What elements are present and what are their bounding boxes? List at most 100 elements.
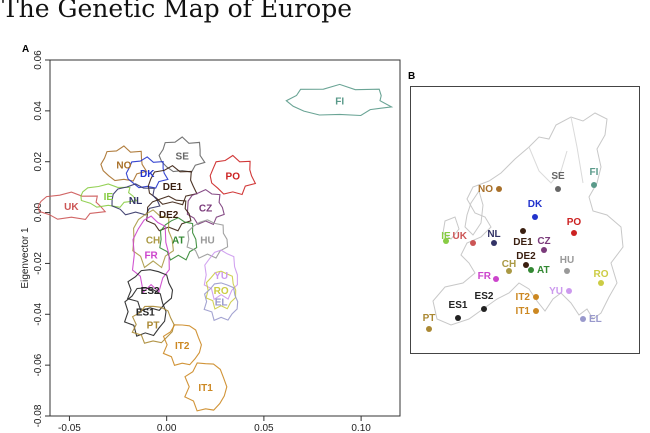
population-outline-pt [131,305,175,344]
population-label-no: NO [116,160,131,171]
map-label-no: NO [478,184,493,195]
x-tick-label: -0.05 [58,423,81,433]
map-label-ro: RO [594,269,609,280]
population-outline-es1 [123,287,167,337]
map-label-se: SE [551,171,565,182]
map-point-cz [541,247,547,253]
population-label-es1: ES1 [136,308,155,319]
map-point-fr [493,276,499,282]
map-point-it2 [533,294,539,300]
population-outline-hu [186,219,229,259]
population-outline-se [158,136,206,173]
figure-title: The Genetic Map of Europe [2,0,353,23]
population-label-ro: RO [214,286,229,297]
population-outline-ie [80,183,138,208]
population-label-dk: DK [140,169,155,180]
population-outline-uk [37,191,107,220]
map-point-de1 [520,228,526,234]
scandinavia-interior [528,116,584,184]
population-label-po: PO [226,172,241,183]
map-label-yu: YU [549,286,563,297]
map-label-de1: DE1 [513,237,533,248]
map-label-fr: FR [478,271,492,282]
map-label-nl: NL [487,229,500,240]
pca-scatter-plot: -0.05 0.00 0.05 0.10 -0.08 -0.06 -0.04 -0.02 0.0… [20,50,401,433]
y-tick-label: 0.00 [33,202,44,222]
map-point-at [528,267,534,273]
map-point-no [496,186,502,192]
population-label-pt: PT [147,320,160,331]
map-label-at: AT [537,265,550,276]
population-outline-yu [203,249,238,301]
map-label-de2: DE2 [516,251,536,262]
map-label-it1: IT1 [516,306,531,317]
map-point-nl [491,240,497,246]
map-label-es2: ES2 [475,291,494,302]
map-point-ie [443,238,449,244]
y-tick-label: -0.06 [33,353,44,376]
map-label-hu: HU [560,255,574,266]
population-label-es2: ES2 [141,286,160,297]
panel-b-label: B [408,71,416,82]
population-label-fi: FI [335,97,344,108]
map-point-ro [598,280,604,286]
population-outline-el [203,282,239,322]
plot-frame [49,59,401,417]
population-label-fr: FR [144,251,158,262]
population-outline-de1 [147,165,198,206]
population-label-it1: IT1 [198,383,213,394]
y-tick-label: 0.02 [33,152,44,172]
map-point-ch [506,268,512,274]
panel-a-label: A [22,44,30,55]
y-axis-label: Eigenvector 1 [20,227,31,289]
y-tick-label: 0.04 [33,101,44,121]
map-point-el [580,316,586,322]
map-label-es1: ES1 [449,300,468,311]
map-label-fi: FI [590,167,599,178]
population-label-el: EL [215,298,228,309]
population-label-de1: DE1 [163,182,183,193]
map-point-uk [470,240,476,246]
map-label-el: EL [589,314,602,325]
map-label-dk: DK [528,199,543,210]
population-outline-ro [205,270,237,310]
map-point-hu [564,268,570,274]
population-label-yu: YU [214,271,228,282]
x-tick-label: 0.10 [351,423,371,433]
y-tick-label: -0.02 [33,252,44,275]
population-outline-fr [131,215,170,294]
population-outline-dk [125,156,169,189]
map-point-de2 [523,262,529,268]
map-point-it1 [533,308,539,314]
population-outline-ch [132,209,174,269]
britain-outline [464,189,484,236]
population-outlines [37,83,394,412]
europe-map-panel: FI SE NO DK PO UK IE NL DE1 CZ DE2 HU FR CH AT YU RO IT2 I… [410,86,640,354]
population-label-cz: CZ [199,203,212,214]
map-label-it2: IT2 [516,292,531,303]
population-label-uk: UK [64,202,79,213]
population-outline-it1 [184,362,228,412]
population-label-nl: NL [129,196,142,207]
population-outline-es2 [126,269,174,312]
map-label-po: PO [567,217,582,228]
y-tick-label: -0.08 [33,404,44,427]
ireland-outline [442,216,460,240]
map-point-po [571,230,577,236]
population-outline-po [209,154,257,196]
population-outline-no [100,145,148,182]
population-outline-fi [285,83,394,117]
y-tick-label: 0.06 [33,50,44,70]
map-label-pt: PT [423,313,436,324]
y-tick-label: -0.04 [33,302,44,325]
map-label-ie: IE [441,231,451,242]
map-point-es1 [455,315,461,321]
map-label-uk: UK [453,231,468,242]
europe-outline [432,112,624,326]
x-tick-label: 0.05 [254,423,274,433]
population-label-se: SE [176,151,190,162]
population-outline-cz [186,188,225,226]
population-label-de2: DE2 [159,210,179,221]
